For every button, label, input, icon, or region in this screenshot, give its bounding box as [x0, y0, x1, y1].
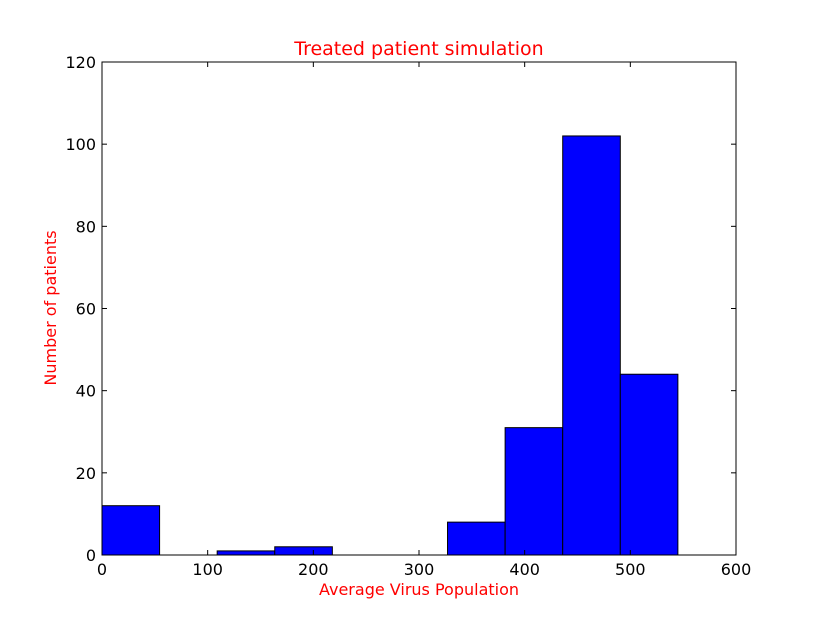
y-tick-label: 60 [76, 300, 96, 319]
y-tick-label: 0 [86, 546, 96, 565]
y-axis-label: Number of patients [41, 230, 60, 385]
x-tick-label: 400 [509, 560, 540, 579]
x-tick-label: 100 [192, 560, 223, 579]
x-axis-ticks: 0 100 200 300 400 500 600 [97, 62, 751, 579]
y-tick-label: 20 [76, 464, 96, 483]
histogram-bar [274, 546, 333, 556]
x-tick-label: 0 [97, 560, 107, 579]
x-tick-label: 300 [404, 560, 435, 579]
y-tick-label: 40 [76, 382, 96, 401]
histogram-bar [101, 505, 161, 556]
x-tick-label: 200 [298, 560, 329, 579]
y-tick-label: 80 [76, 217, 96, 236]
bars-group [101, 135, 679, 556]
histogram-bar [216, 550, 276, 556]
x-axis-label: Average Virus Population [319, 580, 519, 599]
chart-title: Treated patient simulation [293, 38, 543, 60]
y-tick-label: 120 [65, 53, 96, 72]
x-tick-label: 500 [615, 560, 646, 579]
y-axis-ticks: 0 20 40 60 80 100 120 [65, 53, 736, 565]
x-tick-label: 600 [721, 560, 752, 579]
histogram-bar [504, 427, 564, 556]
histogram-bar [619, 373, 679, 556]
histogram-bar [562, 135, 621, 556]
histogram-bar [447, 521, 506, 556]
y-tick-label: 100 [65, 135, 96, 154]
